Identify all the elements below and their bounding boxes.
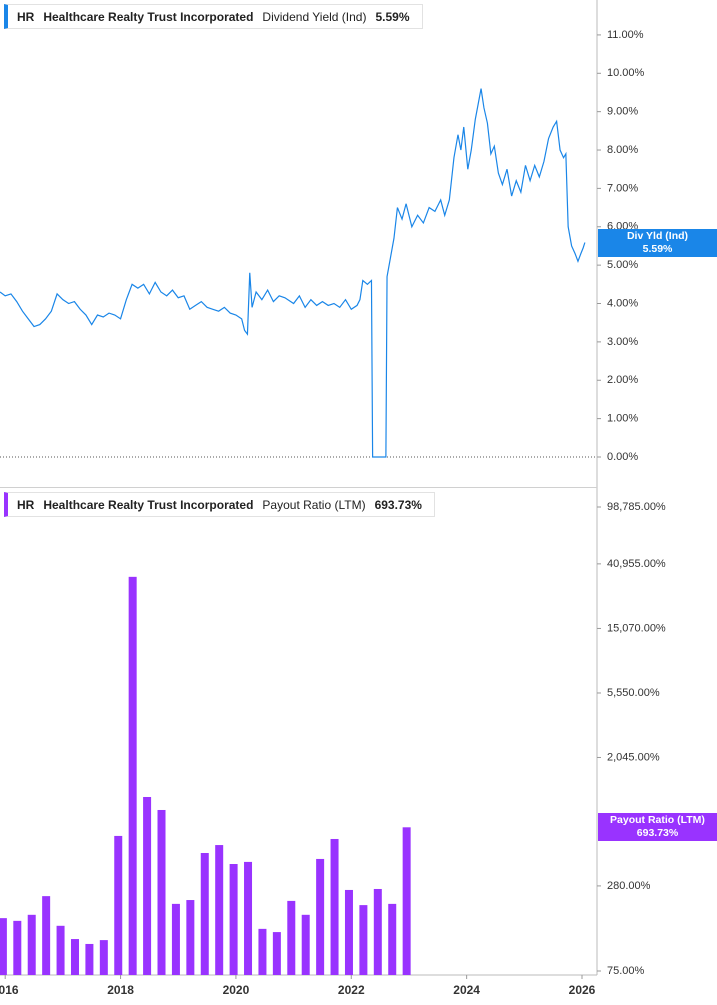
bar [344,889,353,975]
ticker: HR [17,497,35,512]
tag-label: Div Yld (Ind) [626,229,689,242]
bar [388,903,397,975]
legend-header: HR Healthcare Realty Trust Incorporated … [4,4,423,29]
bar [186,900,195,975]
x-tick-label: 2024 [453,983,480,997]
bar [56,925,65,975]
y-tick-label: 5,550.00% [607,687,660,699]
bar [301,914,310,975]
bar [215,845,224,975]
y-tick-label: 75.00% [607,965,645,977]
tag-value: 693.73% [636,827,679,840]
bar [258,928,267,975]
y-tick-label: 2,045.00% [607,751,660,763]
y-tick-label: 11.00% [607,29,644,41]
tag-label: Payout Ratio (LTM) [610,814,705,827]
y-tick-label: 3.00% [607,336,638,348]
ticker: HR [17,9,35,24]
x-tick-label: 2022 [338,983,365,997]
bar [330,838,339,975]
data-line [0,88,586,458]
y-tick-label: 1.00% [607,413,638,425]
bar [128,576,137,975]
y-tick-label: 9.00% [607,106,638,118]
y-tick-label: 8.00% [607,144,638,156]
y-tick-label: 280.00% [607,880,651,892]
bar [229,864,238,975]
bar [0,918,7,975]
bar [359,905,368,975]
bar [13,920,22,975]
y-tick-label: 2.00% [607,374,638,386]
current-value: 693.73% [374,497,422,512]
bar [402,827,411,975]
bar [157,809,166,975]
y-tick-label: 7.00% [607,182,638,194]
bar [373,888,382,975]
company: Healthcare Realty Trust Incorporated [43,497,254,512]
y-tick-label: 98,785.00% [607,501,666,513]
company: Healthcare Realty Trust Incorporated [43,9,254,24]
bar [99,940,108,975]
y-tick-label: 5.00% [607,259,638,271]
y-tick-label: 40,955.00% [607,558,666,570]
current-tag: Payout Ratio (LTM) 693.73% [598,813,717,842]
y-tick-label: 4.00% [607,297,638,309]
bar [70,939,79,975]
y-tick-label: 15,070.00% [607,622,666,634]
x-tick-label: 2026 [569,983,596,997]
bar [114,835,123,975]
x-tick-label: 2020 [223,983,250,997]
bar [42,896,51,975]
x-tick-label: 2016 [0,983,19,997]
current-tag: Div Yld (Ind) 5.59% [598,228,717,257]
bar [27,914,36,975]
bar [171,903,180,975]
bar [287,900,296,975]
y-tick-label: 0.00% [607,451,638,463]
legend-header: HR Healthcare Realty Trust Incorporated … [4,492,435,517]
bar [85,943,94,975]
bar [200,853,209,975]
bar [244,861,253,975]
x-tick-label: 2018 [107,983,134,997]
bar [272,932,281,975]
current-value: 5.59% [375,9,410,24]
tag-value: 5.59% [642,242,673,255]
metric: Payout Ratio (LTM) [262,497,366,512]
y-tick-label: 10.00% [607,67,645,79]
bar [316,858,325,975]
bar [143,796,152,975]
metric: Dividend Yield (Ind) [262,9,367,24]
